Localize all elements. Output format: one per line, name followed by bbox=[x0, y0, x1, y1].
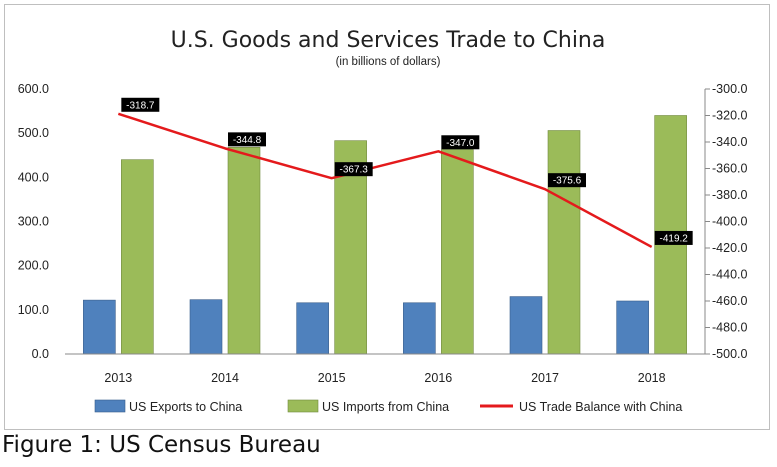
left-axis-tick-label: 200.0 bbox=[18, 259, 49, 273]
left-axis-tick-label: 300.0 bbox=[18, 215, 49, 229]
chart: U.S. Goods and Services Trade to China (i… bbox=[18, 28, 748, 414]
x-axis-tick-label: 2015 bbox=[318, 371, 346, 385]
bar-us-exports bbox=[616, 300, 649, 355]
figure-caption: Figure 1: US Census Bureau bbox=[2, 432, 321, 458]
bar-us-imports bbox=[121, 159, 154, 355]
trade-balance-label-box bbox=[548, 173, 586, 188]
left-axis-tick-label: 0.0 bbox=[32, 347, 49, 361]
legend-swatch-imports bbox=[287, 399, 319, 413]
legend-label-imports: US Imports from China bbox=[322, 400, 449, 414]
trade-balance-label-box bbox=[121, 97, 160, 112]
left-axis-tick-label: 100.0 bbox=[18, 303, 49, 317]
left-axis-tick-label: 600.0 bbox=[18, 82, 49, 96]
x-axis-tick-label: 2014 bbox=[211, 371, 239, 385]
right-axis-tick-label: -400.0 bbox=[712, 215, 747, 229]
bar-us-imports bbox=[227, 147, 261, 355]
right-axis-tick-label: -440.0 bbox=[712, 268, 747, 282]
chart-title: U.S. Goods and Services Trade to China bbox=[171, 28, 606, 53]
legend-label-exports: US Exports to China bbox=[129, 400, 242, 414]
x-axis-tick-label: 2013 bbox=[104, 371, 132, 385]
right-axis-tick-label: -320.0 bbox=[712, 109, 747, 123]
right-axis-tick-label: -460.0 bbox=[712, 294, 747, 308]
bar-us-exports bbox=[509, 296, 543, 355]
right-axis-tick-label: -480.0 bbox=[712, 321, 747, 335]
right-axis-tick-label: -500.0 bbox=[712, 347, 747, 361]
trade-balance-data-label: -318.7 bbox=[126, 100, 155, 111]
right-axis-tick-label: -380.0 bbox=[712, 188, 747, 202]
bar-us-exports bbox=[189, 299, 223, 355]
x-axis-tick-label: 2018 bbox=[638, 371, 666, 385]
trade-balance-label-box bbox=[334, 162, 373, 177]
trade-balance-label-box bbox=[654, 230, 693, 245]
left-axis-tick-label: 500.0 bbox=[18, 126, 49, 140]
trade-balance-line bbox=[117, 112, 653, 249]
trade-balance-label-box bbox=[441, 135, 480, 150]
bar-us-exports bbox=[296, 302, 329, 355]
x-axis-tick-label: 2016 bbox=[424, 371, 452, 385]
bar-us-imports bbox=[441, 149, 474, 355]
bar-us-exports bbox=[403, 302, 436, 355]
right-axis-tick-label: -360.0 bbox=[712, 162, 747, 176]
bar-us-imports bbox=[547, 130, 581, 355]
trade-balance-data-label: -419.2 bbox=[659, 233, 688, 244]
chart-frame: U.S. Goods and Services Trade to China (i… bbox=[4, 4, 770, 430]
trade-balance-data-label: -344.8 bbox=[233, 135, 262, 146]
trade-balance-label-box bbox=[228, 132, 266, 147]
right-axis-tick-label: -300.0 bbox=[712, 82, 747, 96]
chart-subtitle: (in billions of dollars) bbox=[336, 56, 441, 68]
x-axis-tick-label: 2017 bbox=[531, 371, 559, 385]
right-axis-tick-label: -340.0 bbox=[712, 135, 747, 149]
trade-balance-data-label: -367.3 bbox=[339, 165, 368, 176]
right-axis-tick-label: -420.0 bbox=[712, 241, 747, 255]
legend-label-balance: US Trade Balance with China bbox=[519, 400, 682, 414]
left-axis-tick-label: 400.0 bbox=[18, 170, 49, 184]
trade-balance-data-label: -375.6 bbox=[553, 176, 582, 187]
legend-swatch-exports bbox=[94, 399, 126, 413]
trade-balance-data-label: -347.0 bbox=[446, 138, 475, 149]
bar-us-exports bbox=[83, 299, 116, 355]
